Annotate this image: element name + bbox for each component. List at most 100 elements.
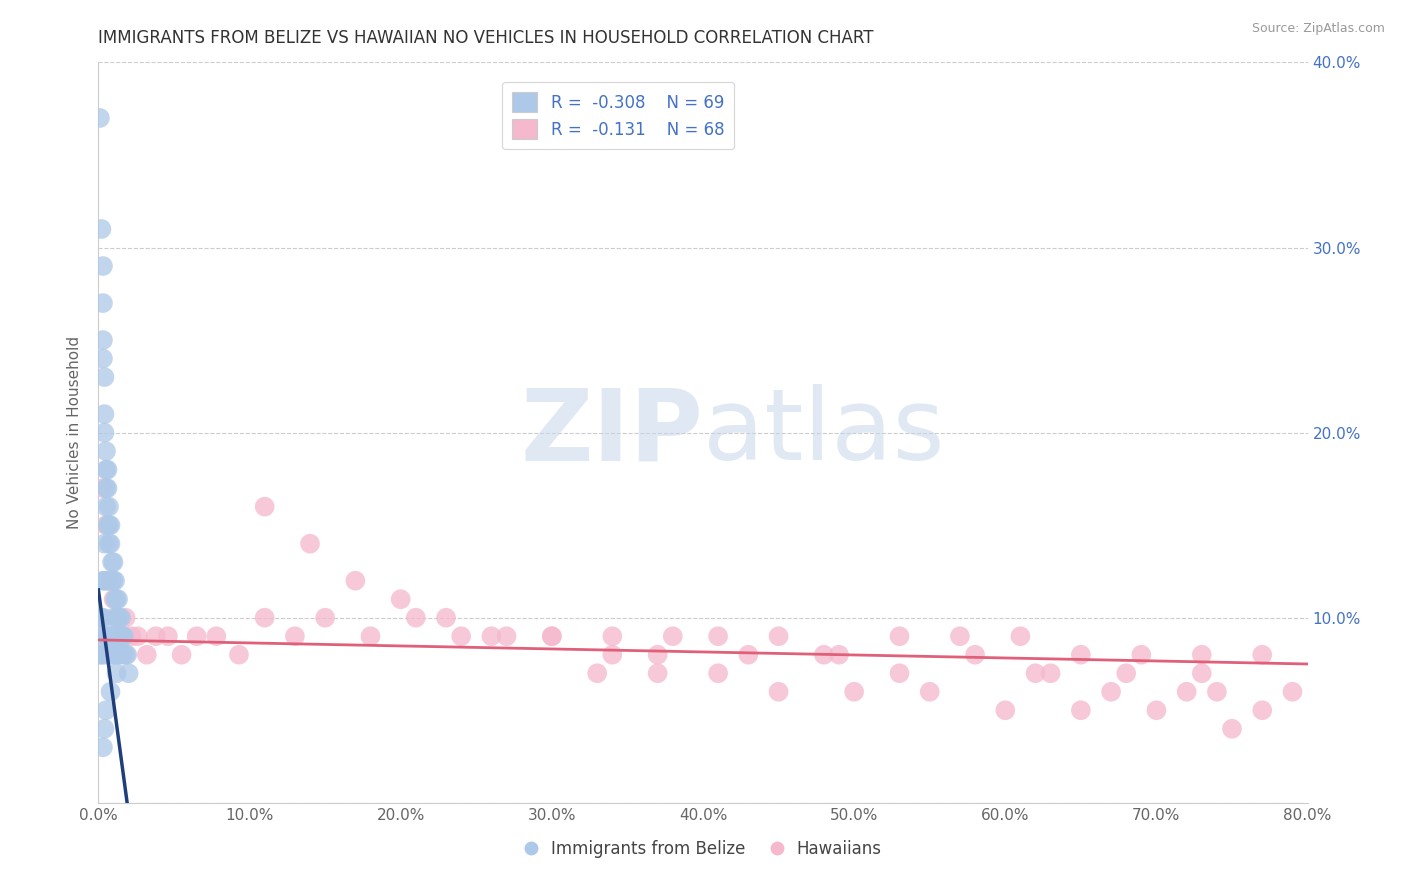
Point [360, 629, 382, 643]
Text: Source: ZipAtlas.com: Source: ZipAtlas.com [1251, 22, 1385, 36]
Point [96, 629, 118, 643]
Point [156, 629, 179, 643]
Point [108, 629, 131, 643]
Point [918, 685, 941, 699]
Point [481, 629, 503, 643]
Point [170, 648, 193, 662]
Point [100, 518, 122, 533]
Point [93, 407, 115, 421]
Point [768, 629, 790, 643]
Point [145, 629, 167, 643]
Point [89, 610, 111, 624]
Point [112, 629, 135, 643]
Point [104, 574, 127, 588]
Point [94, 462, 117, 476]
Point [434, 610, 457, 624]
Point [110, 610, 132, 624]
Point [114, 610, 136, 624]
Point [103, 574, 125, 588]
Point [253, 610, 276, 624]
Point [135, 648, 157, 662]
Point [103, 555, 125, 569]
Point [1115, 666, 1137, 681]
Point [105, 666, 128, 681]
Point [115, 648, 138, 662]
Point [91, 351, 114, 366]
Point [1281, 685, 1303, 699]
Point [103, 648, 125, 662]
Point [405, 610, 427, 624]
Point [1191, 666, 1213, 681]
Point [91, 574, 114, 588]
Point [98, 574, 121, 588]
Point [389, 592, 412, 607]
Point [107, 592, 129, 607]
Point [105, 610, 128, 624]
Point [707, 666, 730, 681]
Point [105, 648, 128, 662]
Point [114, 648, 136, 662]
Point [90, 610, 112, 624]
Point [844, 685, 866, 699]
Point [707, 629, 730, 643]
Point [1070, 648, 1092, 662]
Point [111, 648, 134, 662]
Point [1024, 666, 1046, 681]
Point [1175, 685, 1198, 699]
Point [91, 333, 114, 347]
Point [98, 536, 121, 550]
Point [94, 481, 117, 495]
Point [96, 462, 118, 476]
Point [91, 296, 114, 310]
Point [98, 574, 121, 588]
Point [495, 629, 517, 643]
Point [1206, 685, 1229, 699]
Point [127, 629, 149, 643]
Point [205, 629, 228, 643]
Point [661, 629, 683, 643]
Point [93, 425, 115, 440]
Point [98, 518, 121, 533]
Point [93, 370, 115, 384]
Point [110, 629, 132, 643]
Point [602, 648, 624, 662]
Point [1144, 703, 1167, 717]
Point [91, 740, 114, 755]
Point [105, 592, 128, 607]
Point [104, 629, 127, 643]
Point [107, 648, 129, 662]
Point [602, 629, 624, 643]
Point [103, 610, 125, 624]
Point [100, 685, 122, 699]
Point [314, 610, 336, 624]
Point [965, 648, 987, 662]
Point [299, 536, 322, 550]
Point [101, 555, 124, 569]
Point [1039, 666, 1062, 681]
Legend: Immigrants from Belize, Hawaiians: Immigrants from Belize, Hawaiians [517, 833, 889, 865]
Point [1251, 648, 1274, 662]
Point [94, 444, 117, 458]
Point [98, 500, 121, 514]
Point [1070, 703, 1092, 717]
Point [93, 648, 115, 662]
Point [540, 629, 562, 643]
Point [813, 648, 835, 662]
Point [994, 703, 1017, 717]
Point [100, 574, 122, 588]
Point [1191, 648, 1213, 662]
Point [104, 592, 127, 607]
Point [91, 610, 114, 624]
Point [586, 666, 609, 681]
Point [105, 610, 128, 624]
Point [889, 629, 911, 643]
Point [186, 629, 208, 643]
Point [344, 574, 367, 588]
Point [1251, 703, 1274, 717]
Point [889, 666, 911, 681]
Point [1099, 685, 1122, 699]
Point [284, 629, 307, 643]
Point [89, 648, 111, 662]
Point [94, 629, 117, 643]
Point [1220, 722, 1243, 736]
